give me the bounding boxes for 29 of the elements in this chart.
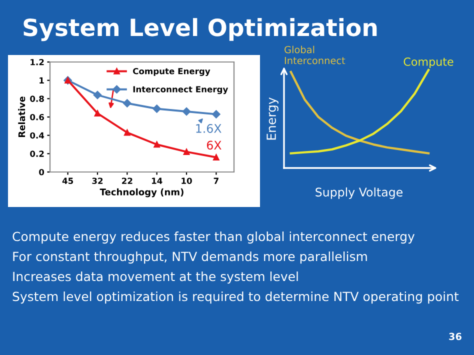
text: System level optimization is required to determine NTV operating point [12,292,459,304]
text: Increases data movement at the system level [13,272,298,284]
text: For constant throughput, NTV demands more parallelism [13,252,367,264]
annotation: 6X [206,140,222,150]
y-axis-title: Energy [266,97,278,140]
x-tick-label: 22 [122,178,132,184]
text: Compute energy reduces faster than global interconnect energy [12,232,415,244]
x-axis-title: Supply Voltage [316,187,403,199]
y-tick-label: 1 [40,77,44,84]
y-tick-label: 0.6 [30,114,44,120]
y-tick-label: 0.2 [30,150,44,157]
y-axis-title: Relative [18,96,26,138]
y-tick-label: 0.8 [30,96,44,102]
y-tick-label: 1.2 [30,58,44,66]
x-tick-label: 14 [152,178,162,184]
annotation: 1.6X [196,124,222,133]
chart-title: System Level Optimization [24,18,377,42]
text: 36 [449,332,462,340]
y-tick-label: 0.4 [30,132,44,139]
x-tick-label: 7 [214,178,218,184]
x-axis-title: Technology (nm) [100,188,184,198]
legend-label: Compute Energy [133,68,210,76]
x-tick-label: 10 [182,178,192,184]
x-tick-label: 32 [92,178,103,184]
legend-label: Interconnect Energy [133,86,228,94]
x-tick-label: 45 [62,178,74,184]
series-label: Compute [404,57,454,68]
series-label: Global Interconnect [284,46,346,64]
y-tick-label: 0 [39,168,44,176]
